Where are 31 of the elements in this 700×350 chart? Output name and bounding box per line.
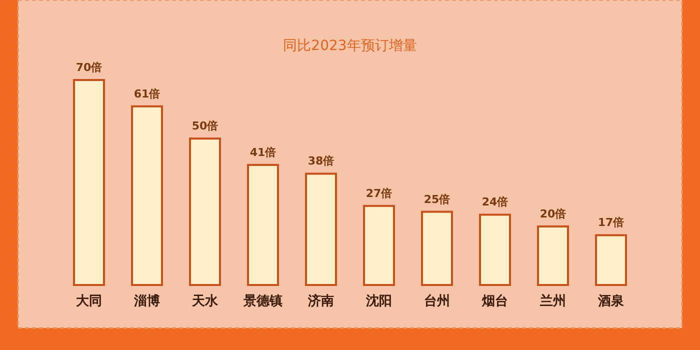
data-label: 70倍 bbox=[76, 61, 102, 74]
bar bbox=[73, 79, 105, 286]
data-label: 25倍 bbox=[424, 192, 450, 206]
x-tick-label: 兰州 bbox=[539, 293, 566, 309]
bar bbox=[189, 138, 221, 286]
x-tick-label: 大同 bbox=[76, 294, 102, 309]
x-tick-label: 沈阳 bbox=[365, 294, 392, 309]
x-tick-label: 淄博 bbox=[133, 293, 160, 309]
data-label: 61倍 bbox=[134, 87, 160, 100]
x-tick-label: 景德镇 bbox=[242, 294, 282, 309]
data-label: 24倍 bbox=[482, 196, 508, 209]
data-label: 20倍 bbox=[540, 207, 566, 220]
data-label: 38倍 bbox=[308, 154, 334, 168]
bar bbox=[363, 204, 395, 286]
x-tick-label: 济南 bbox=[307, 293, 334, 309]
x-tick-label: 天水 bbox=[191, 294, 219, 309]
x-tick-label: 酒泉 bbox=[597, 293, 624, 309]
data-label: 17倍 bbox=[598, 216, 624, 230]
bar bbox=[479, 214, 511, 286]
data-label: 27倍 bbox=[366, 186, 392, 200]
x-tick-label: 烟台 bbox=[481, 293, 508, 309]
bar bbox=[537, 225, 569, 286]
x-tick-label: 台州 bbox=[424, 293, 450, 309]
bar bbox=[421, 210, 453, 286]
bar bbox=[131, 105, 163, 286]
bar bbox=[595, 234, 627, 286]
bar bbox=[305, 172, 337, 286]
chart-title: 同比2023年预订增量 bbox=[283, 38, 417, 54]
data-label: 50倍 bbox=[192, 120, 218, 133]
bar bbox=[247, 164, 279, 286]
data-label: 41倍 bbox=[250, 146, 276, 159]
